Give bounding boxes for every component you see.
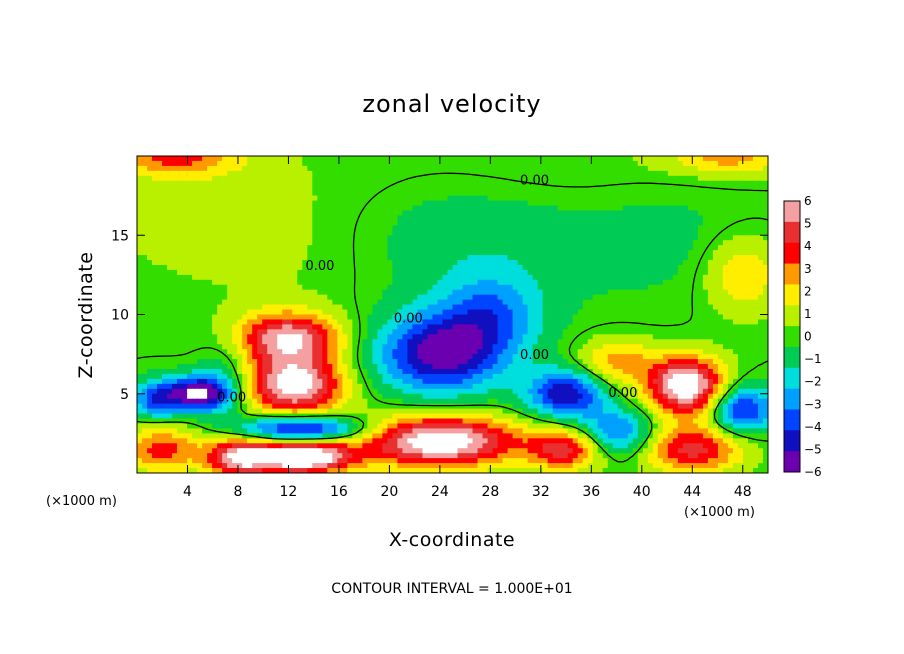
- colorbar-tick-label: 0: [804, 330, 812, 344]
- x-tick-label: 28: [481, 484, 499, 500]
- contour-labels: 0.00 0.00 0.00 0.00 0.00 0.00: [217, 174, 637, 406]
- colorbar-tick-label: 2: [804, 284, 812, 298]
- y-axis-ticks: 5 10 15: [111, 228, 768, 403]
- x-unit-left: (×1000 m): [46, 494, 117, 509]
- x-tick-label: 12: [280, 484, 298, 500]
- colorbar-swatch: [784, 451, 800, 473]
- colorbar-tick-label: 4: [804, 239, 812, 253]
- colorbar-tick-label: −2: [804, 375, 822, 389]
- x-axis-label: X-coordinate: [389, 529, 515, 551]
- x-unit-right: (×1000 m): [684, 505, 755, 520]
- contour-label: 0.00: [520, 174, 549, 189]
- x-tick-label: 44: [683, 484, 701, 500]
- y-tick-label: 15: [111, 228, 129, 244]
- x-tick-label: 16: [330, 484, 348, 500]
- colorbar-swatch: [784, 430, 800, 452]
- colorbar-swatch: [784, 221, 800, 244]
- colorbar-tick-label: −4: [804, 420, 822, 434]
- colorbar-frame: [783, 200, 801, 473]
- colorbar-swatch: [784, 346, 800, 369]
- zero-contour-lines: [137, 172, 768, 463]
- colorbar-swatch: [784, 201, 800, 223]
- y-axis-label: Z-coordinate: [75, 252, 97, 379]
- colorbar-swatch: [784, 409, 800, 431]
- x-tick-label: 36: [582, 484, 600, 500]
- y-tick-label: 10: [111, 308, 129, 324]
- colorbar-tick-label: −1: [804, 352, 822, 366]
- colorbar-swatch: [784, 305, 800, 327]
- zero-contour: [137, 172, 768, 463]
- x-tick-label: 32: [532, 484, 550, 500]
- y-tick-label: 5: [120, 387, 129, 403]
- colorbar-tick-label: 6: [804, 194, 812, 208]
- contour-label: 0.00: [306, 259, 335, 274]
- colorbar-tick-label: −3: [804, 397, 822, 411]
- colorbar-tick-label: 1: [804, 307, 812, 321]
- colorbar-tick-label: 5: [804, 217, 812, 231]
- heatmap-field: [137, 156, 768, 473]
- colorbar-tick-label: −5: [804, 442, 822, 456]
- contour-label: 0.00: [520, 348, 549, 363]
- colorbar-swatch: [784, 326, 800, 348]
- colorbar-swatch: [784, 284, 800, 306]
- x-tick-label: 48: [734, 484, 752, 500]
- colorbar-swatch: [784, 388, 800, 410]
- contour-label: 0.00: [608, 386, 637, 401]
- contour-interval-note: CONTOUR INTERVAL = 1.000E+01: [331, 581, 572, 597]
- colorbar-swatch: [784, 263, 800, 285]
- x-axis-ticks: 4 8 12 16 20 24 28 32 36 40 44 48: [183, 156, 752, 500]
- contour-label: 0.00: [217, 391, 246, 406]
- colorbar-tick-label: −6: [804, 465, 822, 479]
- contour-label: 0.00: [394, 311, 423, 326]
- colorbar: 6 5 4 3 2 1 0 −1 −2 −3 −4 −5 −6: [783, 194, 822, 479]
- x-tick-label: 4: [183, 484, 192, 500]
- x-tick-label: 24: [431, 484, 449, 500]
- colorbar-tick-label: 3: [804, 262, 812, 276]
- colorbar-swatch: [784, 242, 800, 265]
- x-tick-label: 40: [633, 484, 651, 500]
- x-tick-label: 20: [380, 484, 398, 500]
- x-tick-label: 8: [233, 484, 242, 500]
- chart-title: zonal velocity: [362, 90, 541, 118]
- colorbar-swatch: [784, 367, 800, 390]
